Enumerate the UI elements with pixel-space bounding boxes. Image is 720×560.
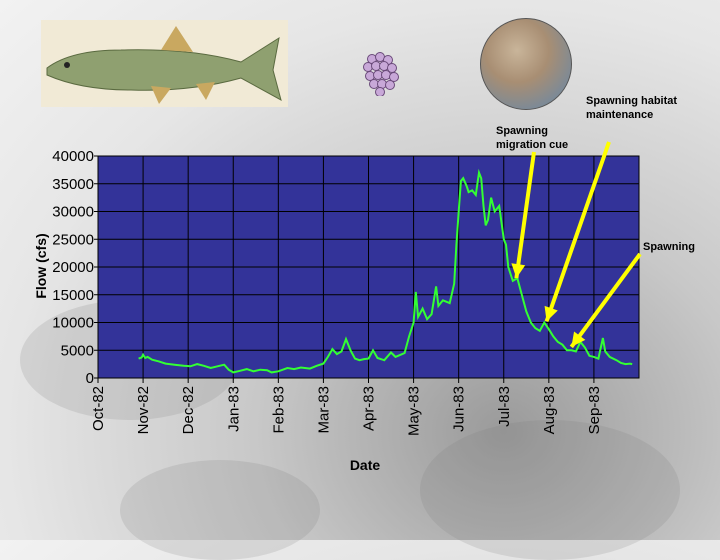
flow-series-line	[138, 168, 633, 374]
spawning-arrow-head	[571, 331, 586, 347]
y-tick-label: 35000	[52, 176, 94, 193]
x-axis-title: Date	[350, 457, 381, 473]
migration-cue-arrow	[514, 151, 536, 279]
x-tick-label: Dec-82	[180, 386, 197, 434]
x-tick-label: Sep-83	[586, 386, 603, 434]
spawning-arrow	[569, 252, 642, 349]
migration-cue-arrow-head	[511, 263, 526, 279]
annotation-line: Spawning	[496, 125, 548, 137]
annotation-line: Spawning	[643, 241, 695, 253]
x-tick-label: Nov-82	[135, 386, 152, 434]
annotation-line: Spawning habitat	[586, 95, 678, 107]
y-tick-label: 10000	[52, 315, 94, 332]
annotation-spawning: Spawning	[643, 240, 695, 254]
fish-illustration	[41, 20, 288, 107]
grid-lines	[98, 155, 639, 379]
x-tick-label: Feb-83	[270, 386, 287, 434]
annotation-line: maintenance	[586, 109, 654, 121]
x-tick-label: Jan-83	[225, 386, 242, 432]
x-tick-label: Mar-83	[315, 386, 332, 434]
x-tick-label: Aug-83	[541, 386, 558, 434]
y-tick-label: 15000	[52, 287, 94, 304]
fish-eggs-icon	[358, 52, 402, 97]
annotation-habitat-maintenance: Spawning habitat maintenance	[586, 94, 677, 122]
x-tick-label: Jul-83	[496, 386, 513, 427]
flow-chart: 0 5000 10000 15000 20000 25000 30000 35000 40000…	[33, 141, 642, 473]
y-tick-label: 20000	[52, 259, 94, 276]
annotation-arrows	[511, 141, 642, 349]
x-tick-label: Oct-82	[90, 386, 107, 431]
y-tick-label: 0	[86, 370, 94, 387]
annotation-line: migration cue	[496, 139, 569, 151]
y-tick-label: 40000	[52, 148, 94, 165]
axes: 0 5000 10000 15000 20000 25000 30000 35000 40000…	[52, 148, 603, 436]
x-tick-label: Jun-83	[451, 386, 468, 432]
spawning-gravel-photo	[480, 18, 572, 110]
habitat-arrow-head	[544, 305, 558, 322]
habitat-arrow	[544, 141, 611, 323]
y-axis-title: Flow (cfs)	[33, 233, 49, 298]
x-tick-label: May-83	[406, 386, 423, 436]
y-tick-label: 5000	[61, 342, 94, 359]
egg-dot	[389, 72, 399, 82]
annotation-migration-cue: Spawning migration cue	[496, 124, 568, 152]
x-tick-label: Apr-83	[361, 386, 378, 431]
background-rock	[420, 420, 680, 560]
y-tick-label: 30000	[52, 204, 94, 221]
egg-dot	[385, 80, 395, 90]
y-tick-label: 25000	[52, 231, 94, 248]
